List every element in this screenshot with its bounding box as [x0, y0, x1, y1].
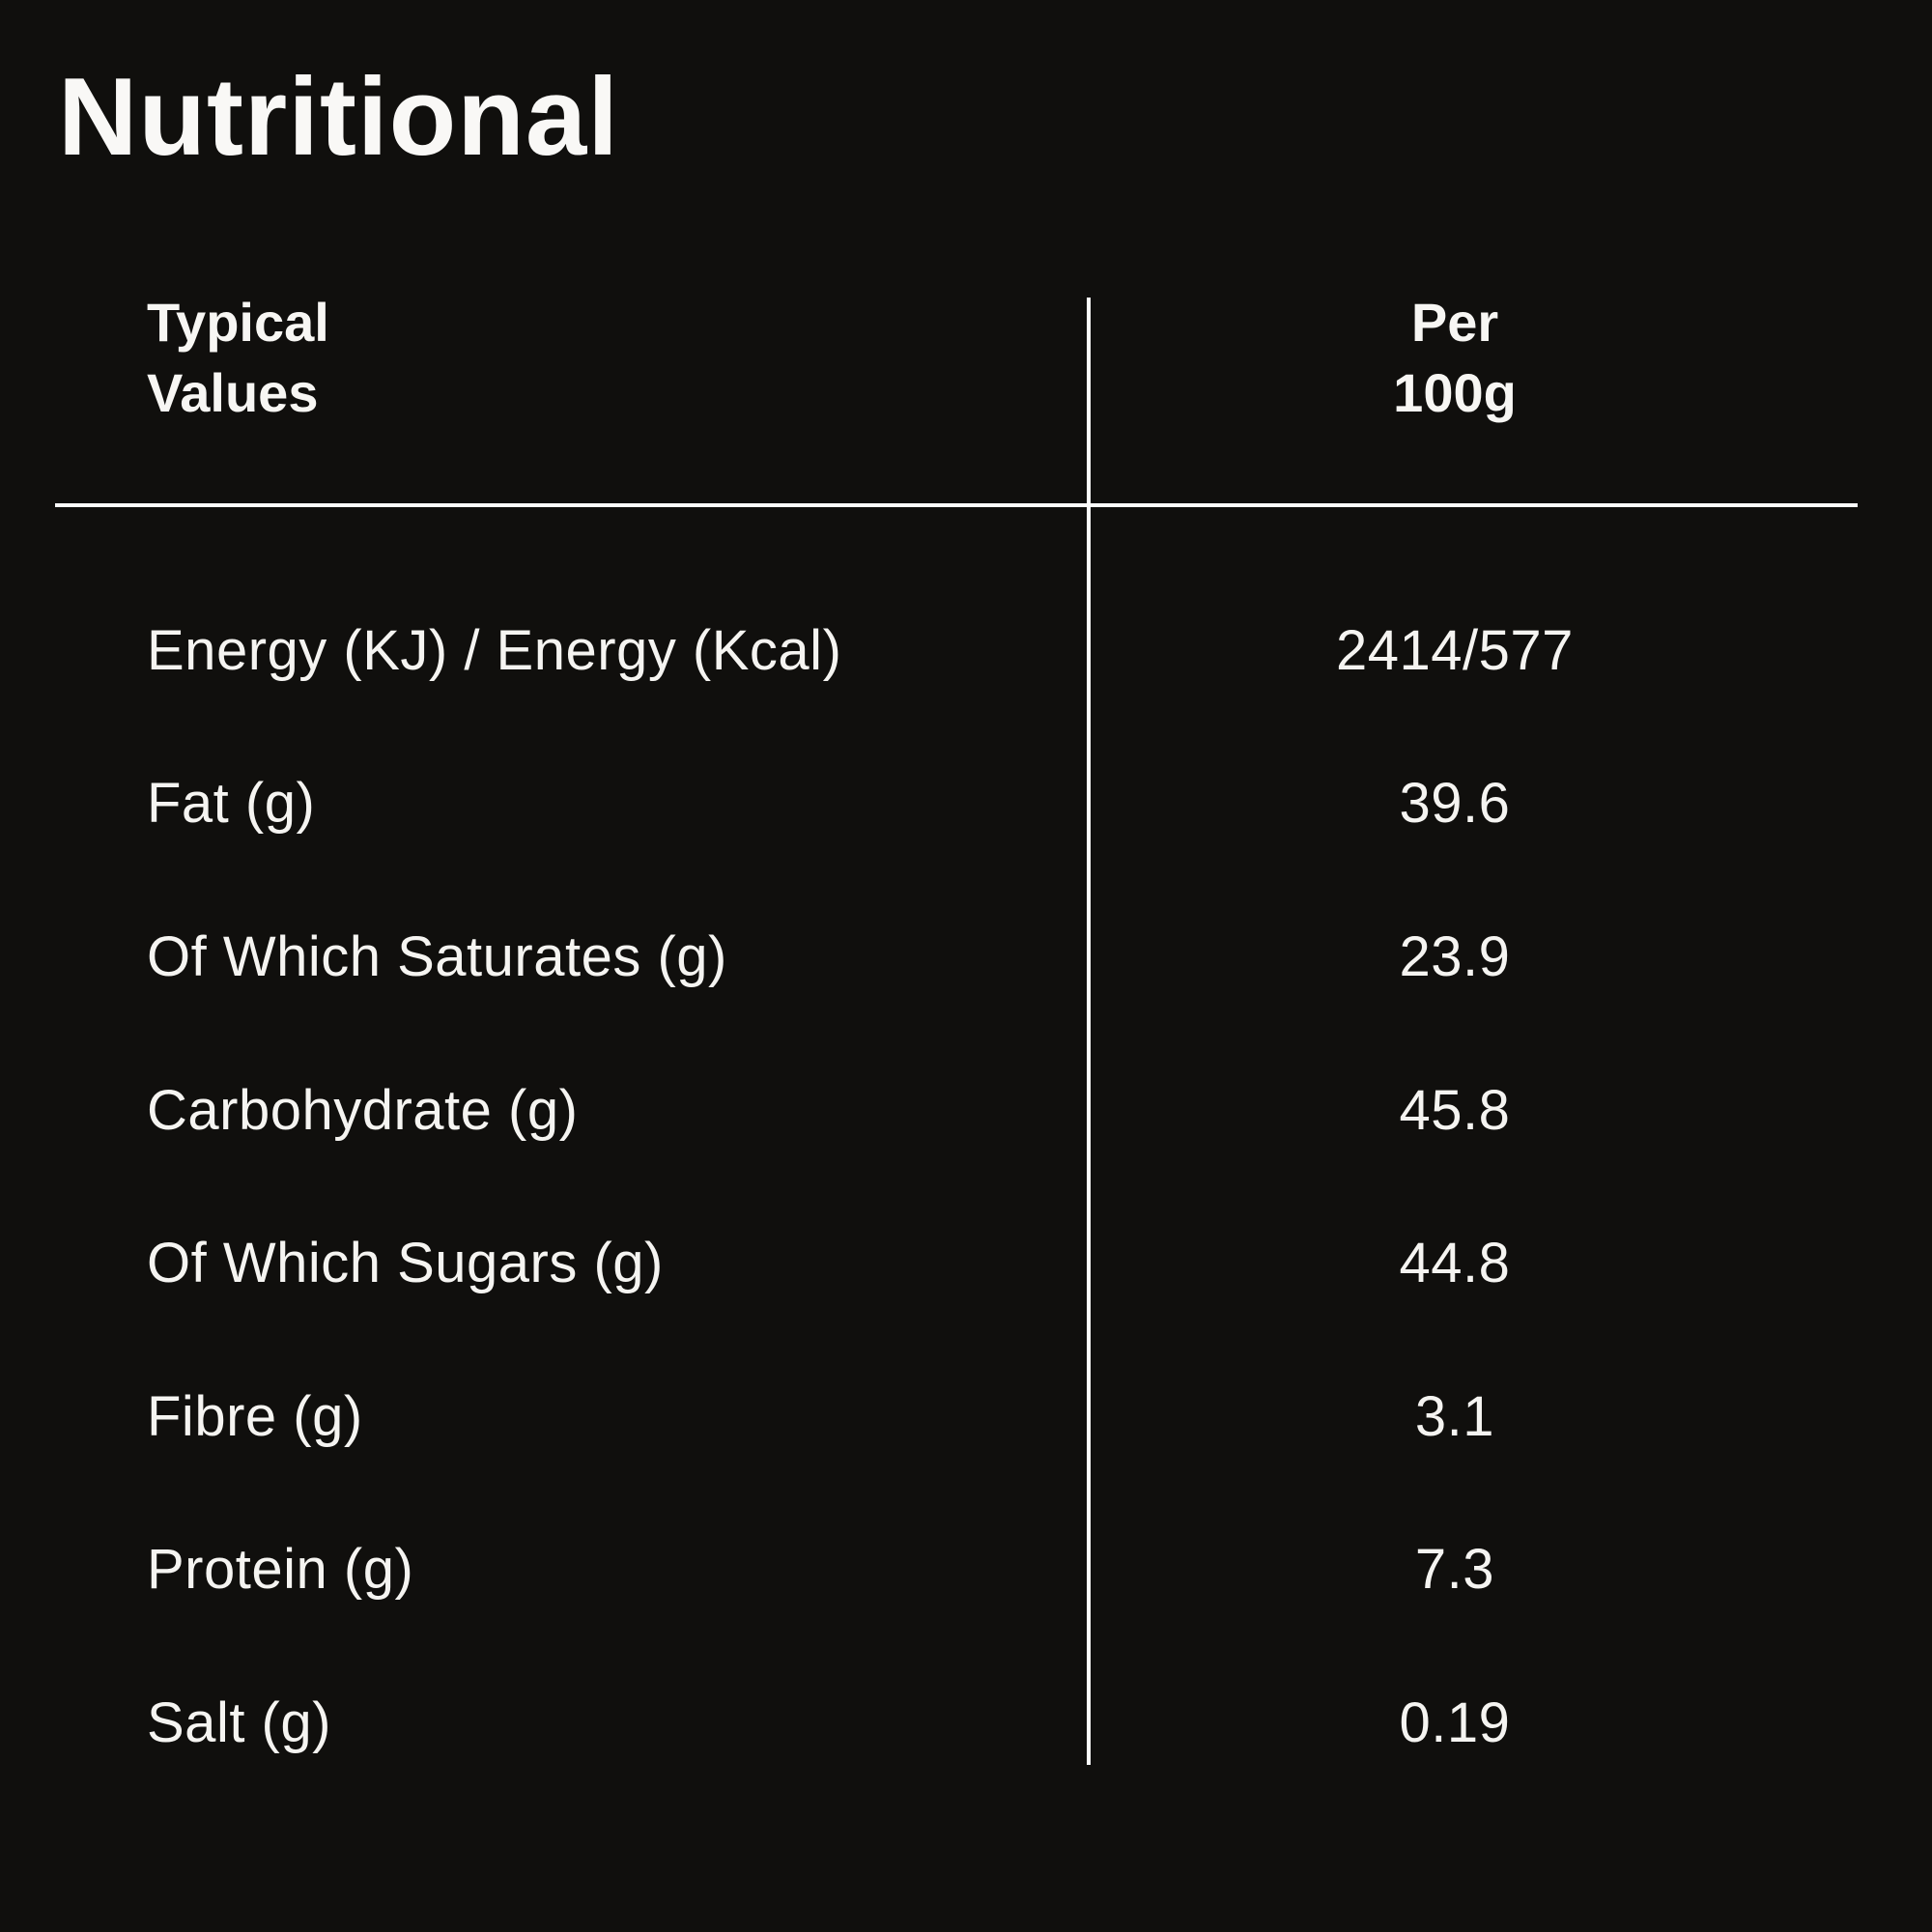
column-header-typical-values-line2: Values [147, 361, 319, 423]
row-value-salt: 0.19 [1399, 1690, 1511, 1754]
column-header-typical-values: Typical Values [147, 288, 329, 429]
table-row: Of Which Saturates (g) 23.9 [55, 880, 1858, 1034]
row-label-saturates: Of Which Saturates (g) [147, 924, 727, 988]
column-header-typical-values-line1: Typical [147, 292, 329, 353]
row-value-saturates: 23.9 [1399, 924, 1511, 988]
row-label-sugars: Of Which Sugars (g) [147, 1232, 664, 1295]
row-value-sugars: 44.8 [1399, 1232, 1511, 1295]
row-value-fat: 39.6 [1399, 772, 1511, 836]
column-divider-line [1087, 298, 1091, 1765]
table-row: Energy (KJ) / Energy (Kcal) 2414/577 [55, 574, 1858, 727]
row-label-carbohydrate: Carbohydrate (g) [147, 1078, 579, 1142]
row-value-fibre: 3.1 [1414, 1384, 1495, 1448]
row-label-fat: Fat (g) [147, 772, 316, 836]
column-header-per-100g: Per 100g [1089, 288, 1821, 429]
table-row: Salt (g) 0.19 [55, 1646, 1858, 1800]
row-label-fibre: Fibre (g) [147, 1384, 363, 1448]
row-value-energy: 2414/577 [1336, 618, 1574, 682]
table-row: Protein (g) 7.3 [55, 1493, 1858, 1647]
table-row: Carbohydrate (g) 45.8 [55, 1034, 1858, 1187]
table-row: Of Which Sugars (g) 44.8 [55, 1186, 1858, 1340]
header-divider-line [55, 503, 1858, 507]
row-value-protein: 7.3 [1414, 1538, 1495, 1602]
nutrition-table: Energy (KJ) / Energy (Kcal) 2414/577 Fat… [55, 574, 1858, 1800]
row-label-energy: Energy (KJ) / Energy (Kcal) [147, 618, 842, 682]
column-header-per-100g-line1: Per [1410, 292, 1499, 353]
column-header-per-100g-line2: 100g [1393, 361, 1517, 423]
row-value-carbohydrate: 45.8 [1399, 1078, 1511, 1142]
table-row: Fibre (g) 3.1 [55, 1340, 1858, 1493]
row-label-protein: Protein (g) [147, 1538, 414, 1602]
table-row: Fat (g) 39.6 [55, 727, 1858, 881]
page-title: Nutritional [58, 56, 619, 179]
row-label-salt: Salt (g) [147, 1690, 331, 1754]
